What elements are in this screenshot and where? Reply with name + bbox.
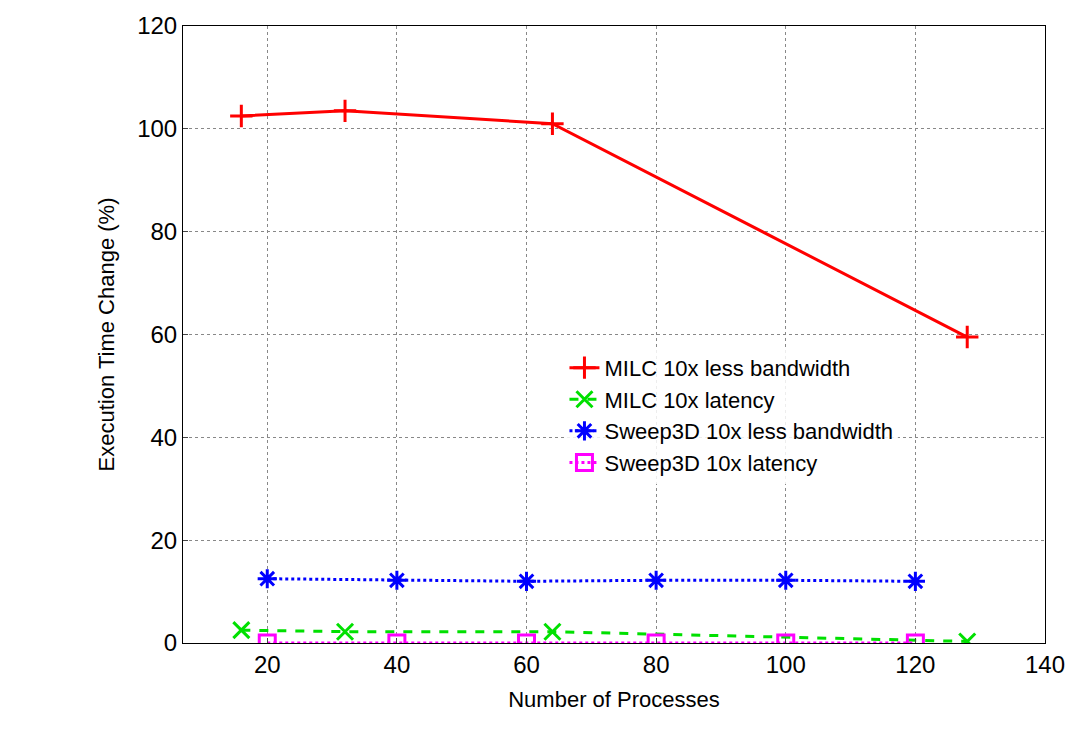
svg-text:100: 100 — [137, 115, 177, 142]
svg-text:60: 60 — [150, 321, 177, 348]
svg-text:0: 0 — [164, 629, 177, 656]
svg-text:Execution Time Change (%): Execution Time Change (%) — [94, 198, 119, 472]
svg-text:80: 80 — [150, 218, 177, 245]
svg-text:120: 120 — [895, 651, 935, 678]
svg-text:MILC 10x less bandwidth: MILC 10x less bandwidth — [604, 356, 850, 381]
svg-text:120: 120 — [137, 12, 177, 39]
svg-text:20: 20 — [150, 527, 177, 554]
svg-text:40: 40 — [384, 651, 411, 678]
svg-text:80: 80 — [643, 651, 670, 678]
svg-text:60: 60 — [513, 651, 540, 678]
svg-text:20: 20 — [254, 651, 281, 678]
svg-text:40: 40 — [150, 424, 177, 451]
svg-text:Sweep3D 10x less bandwidth: Sweep3D 10x less bandwidth — [604, 419, 893, 444]
svg-text:Number of Processes: Number of Processes — [508, 687, 720, 712]
svg-text:100: 100 — [766, 651, 806, 678]
svg-text:140: 140 — [1025, 651, 1065, 678]
svg-text:Sweep3D 10x latency: Sweep3D 10x latency — [604, 451, 817, 476]
svg-text:MILC 10x latency: MILC 10x latency — [604, 388, 774, 413]
